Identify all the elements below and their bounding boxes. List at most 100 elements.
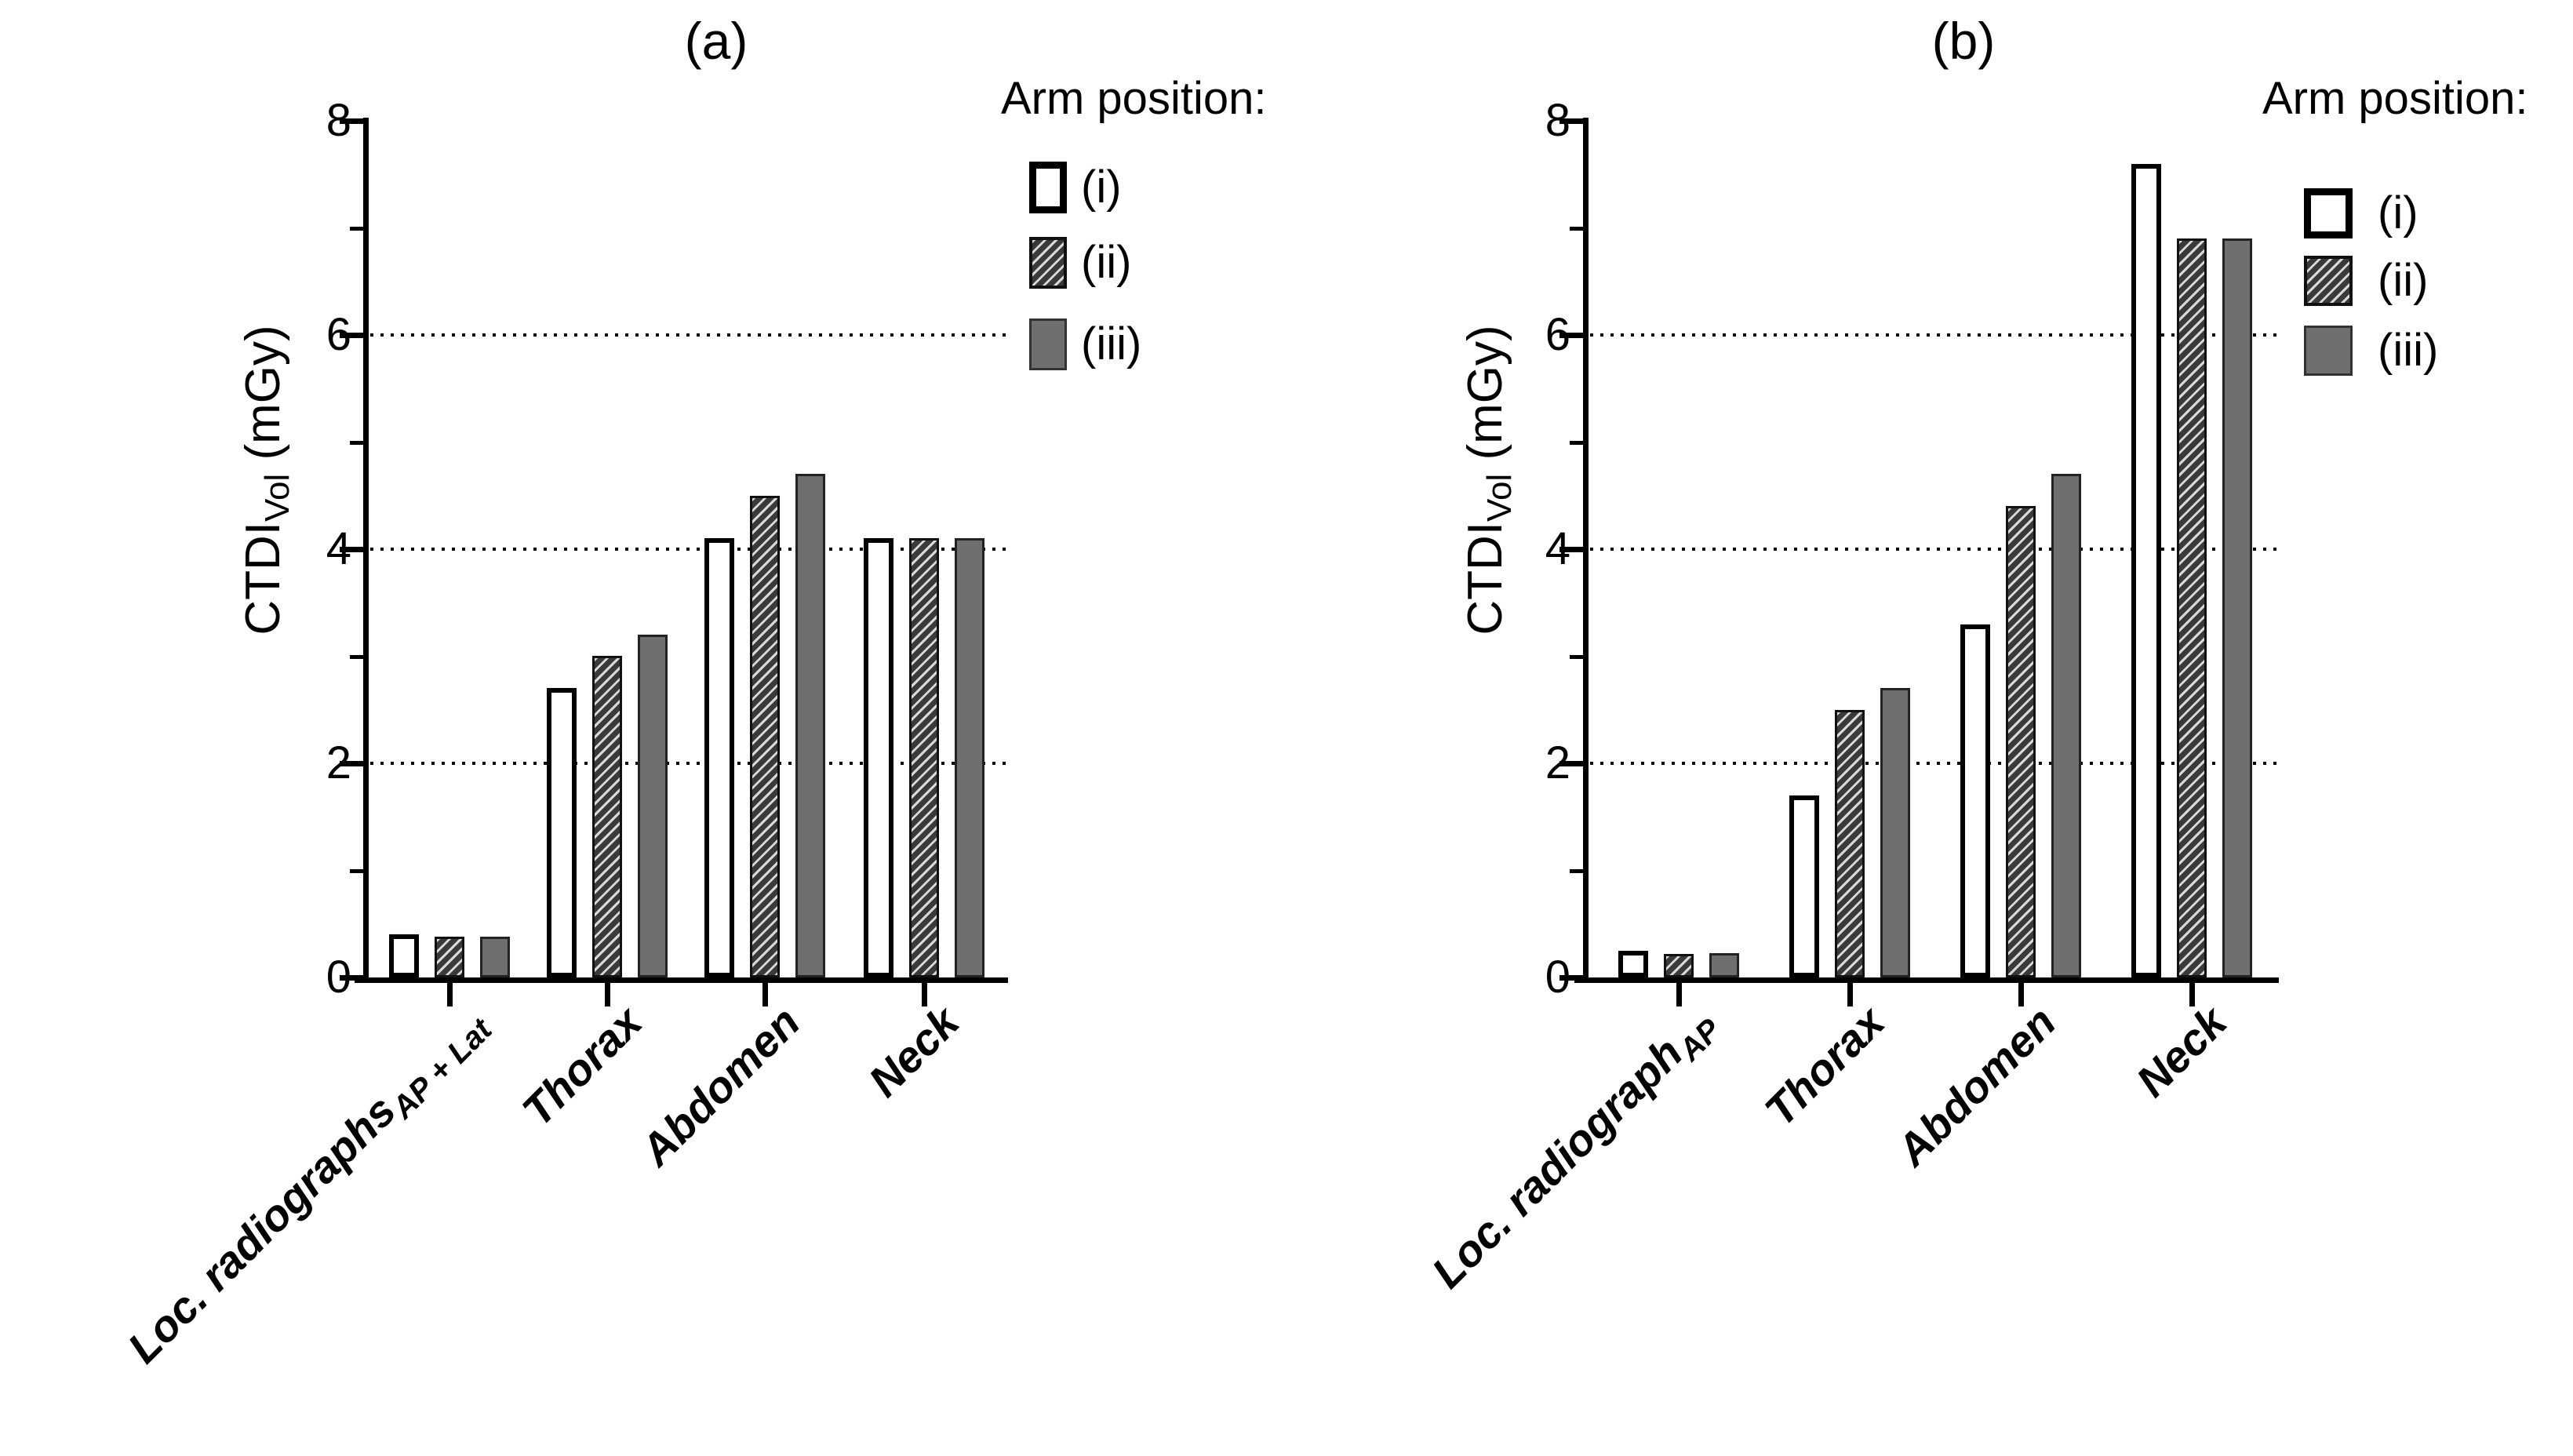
category-label: Thorax <box>512 996 652 1136</box>
bar-b-0-ii <box>1664 954 1694 977</box>
legend-swatch-solid <box>1029 318 1067 370</box>
y-tick-label: 6 <box>1545 309 1570 360</box>
y-minor-tick <box>1570 654 1583 659</box>
y-minor-tick <box>1570 440 1583 445</box>
y-tick-label: 4 <box>1545 523 1570 574</box>
category-label: Loc. radiographsAP + Lat <box>118 996 499 1378</box>
category-label-text: Loc. radiographs <box>118 1085 406 1373</box>
legend-swatch-open <box>1029 162 1067 213</box>
bar-a-0-iii <box>480 937 510 977</box>
gridline-y6 <box>1590 333 2279 337</box>
bar-a-2-iii <box>795 474 825 977</box>
y-major-tick <box>340 547 363 552</box>
category-label-text: Neck <box>2127 996 2236 1106</box>
y-minor-tick <box>350 440 363 445</box>
x-axis-line <box>1574 977 2279 983</box>
legend-title: Arm position: <box>1001 73 1267 124</box>
y-minor-tick <box>350 868 363 873</box>
y-axis-title: CTDIVol (mGy) <box>1458 325 1519 635</box>
category-label: Neck <box>858 996 969 1107</box>
x-tick <box>1847 983 1853 1006</box>
gridline-y4 <box>370 548 1008 551</box>
bar-b-0-i <box>1618 951 1648 977</box>
bar-b-2-ii <box>2006 506 2036 977</box>
y-minor-tick <box>1570 868 1583 873</box>
x-tick <box>605 983 610 1006</box>
x-tick <box>1676 983 1682 1006</box>
bar-a-2-i <box>704 538 734 977</box>
y-major-tick <box>1559 547 1583 552</box>
y-minor-tick <box>350 654 363 659</box>
bar-b-3-ii <box>2177 238 2207 977</box>
y-minor-tick <box>1570 226 1583 231</box>
legend-item-label: (ii) <box>2378 255 2429 306</box>
bar-a-1-iii <box>638 635 668 977</box>
y-axis-line <box>363 118 369 983</box>
bar-a-0-ii <box>435 937 464 977</box>
category-label-text: Abdomen <box>1887 996 2065 1175</box>
bar-b-1-ii <box>1835 710 1865 977</box>
bar-b-2-iii <box>2051 474 2081 977</box>
bar-b-1-iii <box>1880 688 1910 977</box>
bar-b-0-iii <box>1709 953 1739 977</box>
x-tick <box>447 983 453 1006</box>
bar-b-3-iii <box>2222 238 2252 977</box>
category-label-text: Thorax <box>1755 996 1894 1136</box>
gridline-y2 <box>370 762 1008 765</box>
y-major-tick <box>340 761 363 766</box>
bar-a-2-ii <box>750 496 780 977</box>
y-tick-label: 4 <box>326 523 351 574</box>
legend-item-label: (iii) <box>1081 318 1142 369</box>
legend-swatch-hatched <box>2304 256 2353 306</box>
bar-a-3-iii <box>955 538 984 977</box>
bar-a-1-i <box>547 688 577 977</box>
y-minor-tick <box>350 226 363 231</box>
gridline-y4 <box>1590 548 2279 551</box>
y-major-tick <box>1559 118 1583 124</box>
y-major-tick <box>340 118 363 124</box>
y-major-tick <box>340 975 363 981</box>
x-tick <box>922 983 927 1006</box>
legend-swatch-solid <box>2304 326 2353 376</box>
legend-title: Arm position: <box>2262 73 2528 124</box>
legend-item-label: (ii) <box>1081 237 1132 288</box>
y-major-tick <box>1559 975 1583 981</box>
bar-a-3-i <box>864 538 893 977</box>
y-tick-label: 8 <box>326 95 351 146</box>
category-label-subscript: AP + Lat <box>385 1012 499 1126</box>
category-label: Abdomen <box>1886 996 2065 1176</box>
category-label: Loc. radiographAP <box>1421 996 1728 1303</box>
legend-item-label: (i) <box>2378 187 2418 238</box>
y-axis-line <box>1583 118 1589 983</box>
panel-a-title: (a) <box>684 12 748 70</box>
category-label: Abdomen <box>630 996 810 1176</box>
y-tick-label: 0 <box>326 952 351 1003</box>
legend-swatch-hatched <box>1029 237 1067 289</box>
bar-b-3-i <box>2131 164 2161 977</box>
y-axis-title-subscript: Vol <box>258 473 297 522</box>
y-major-tick <box>340 333 363 338</box>
y-major-tick <box>1559 761 1583 766</box>
category-label: Neck <box>2126 996 2236 1107</box>
gridline-y2 <box>1590 762 2279 765</box>
category-label-text: Abdomen <box>631 996 810 1175</box>
category-label-text: Loc. radiograph <box>1422 1028 1692 1298</box>
bar-a-3-ii <box>909 538 939 977</box>
legend-item-label: (i) <box>1081 162 1122 213</box>
y-tick-label: 6 <box>326 309 351 360</box>
gridline-y6 <box>370 333 1008 337</box>
legend-swatch-open <box>2304 188 2353 238</box>
bar-a-0-i <box>389 934 419 977</box>
category-label-text: Neck <box>859 996 969 1106</box>
x-axis-line <box>355 977 1008 983</box>
bar-b-1-i <box>1789 795 1819 977</box>
y-tick-label: 0 <box>1545 952 1570 1003</box>
y-tick-label: 2 <box>1545 737 1570 788</box>
x-tick <box>2189 983 2195 1006</box>
x-tick <box>762 983 768 1006</box>
bar-a-1-ii <box>592 656 622 977</box>
panel-b-title: (b) <box>1931 12 1996 70</box>
category-label-text: Thorax <box>512 996 652 1136</box>
category-label: Thorax <box>1755 996 1894 1136</box>
